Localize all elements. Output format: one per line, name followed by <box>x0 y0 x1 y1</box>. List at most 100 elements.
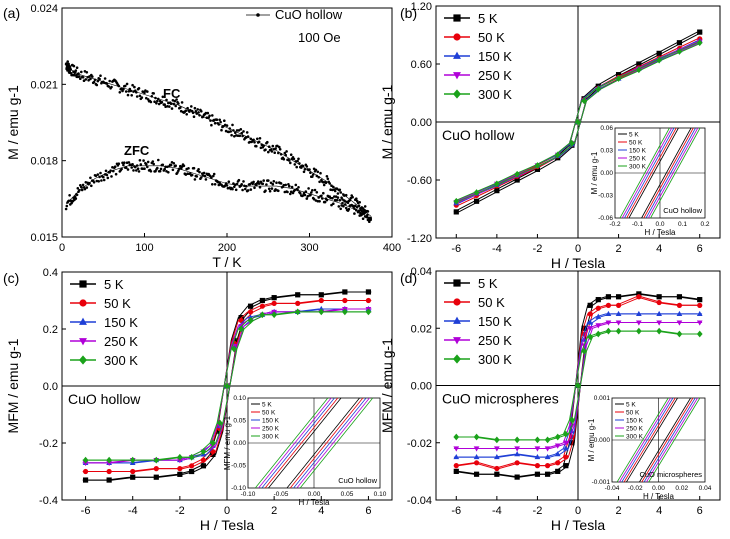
data-point <box>656 56 663 64</box>
data-point <box>180 101 184 104</box>
data-point <box>177 471 183 477</box>
inset-series-line <box>648 397 701 483</box>
data-point <box>165 98 168 102</box>
data-point <box>473 198 480 204</box>
data-point <box>89 77 92 81</box>
inset-y-axis-label: M / emu g-1 <box>587 418 596 461</box>
panel-d: -6 -4 -2 0 2 4 6-0.04-0.020.000.020.045 K50 K1… <box>379 266 721 533</box>
data-point <box>268 189 272 193</box>
legend-field: 100 Oe <box>298 30 341 45</box>
data-point <box>124 166 128 169</box>
data-point <box>258 137 262 140</box>
data-point <box>294 183 298 187</box>
inset-series-line <box>261 397 335 489</box>
legend-entry: 150 K <box>478 49 512 64</box>
legend-entry: 250 K <box>478 333 512 348</box>
data-point <box>198 170 201 174</box>
data-point <box>656 294 662 300</box>
data-point <box>179 106 182 109</box>
x-tick-label: 2 <box>271 505 277 517</box>
legend-entry: 250 K <box>478 68 512 83</box>
y-tick-label: 0.024 <box>30 3 58 15</box>
data-point <box>595 297 601 303</box>
data-point <box>295 165 299 169</box>
data-point <box>168 105 171 108</box>
data-point <box>615 75 622 82</box>
data-point <box>259 297 265 304</box>
x-tick-label: -6 <box>451 505 461 517</box>
inset-x-axis-label: H / Tesla <box>645 228 677 237</box>
x-tick-label: -4 <box>128 505 138 517</box>
data-point <box>359 213 363 217</box>
data-point <box>238 134 242 138</box>
inset-sample-label: CuO microspheres <box>639 470 702 479</box>
inset-plot: -0.10 -0.05 0.00 0.05 0.10 -0.10 -0.05 0.00 0.05… <box>223 395 387 507</box>
legend-entry: CuO hollow <box>275 7 343 22</box>
inset-legend-entry: 50 K <box>629 140 643 147</box>
data-point <box>118 91 122 94</box>
data-point <box>110 85 113 89</box>
data-point <box>293 163 297 166</box>
data-point <box>587 333 594 341</box>
inset-y-tick-label: 0.03 <box>600 148 613 155</box>
data-point <box>656 299 662 306</box>
series-line <box>65 165 372 220</box>
data-point <box>605 294 612 300</box>
data-point <box>197 111 200 114</box>
sample-label: CuO hollow <box>442 127 515 143</box>
inset-series-line <box>643 127 694 219</box>
data-point <box>554 451 561 457</box>
data-point <box>615 327 622 335</box>
data-point <box>676 48 683 55</box>
x-tick-label: -2 <box>533 243 543 255</box>
x-tick-label: 0 <box>59 242 65 254</box>
data-point <box>595 305 601 311</box>
data-point <box>253 141 256 144</box>
data-point <box>100 179 103 182</box>
inset-x-tick-label: -0.02 <box>628 485 643 492</box>
data-point <box>234 188 238 192</box>
data-point <box>161 163 165 167</box>
data-point <box>587 311 593 317</box>
x-tick-label: 400 <box>383 242 401 254</box>
legend-marker <box>453 89 461 99</box>
y-tick-label: 0.60 <box>411 59 432 71</box>
data-point <box>544 463 551 469</box>
data-point <box>365 289 372 295</box>
inset-legend-entry: 250 K <box>262 426 280 433</box>
data-point <box>262 179 266 182</box>
data-point <box>296 159 299 163</box>
data-point <box>237 129 241 132</box>
data-point <box>153 474 159 480</box>
data-point <box>562 440 569 446</box>
data-point <box>218 118 221 122</box>
data-point <box>123 161 126 164</box>
inset-x-tick-label: -0.10 <box>241 491 256 498</box>
data-point <box>177 102 180 105</box>
data-point <box>81 76 85 79</box>
data-point <box>80 70 83 74</box>
data-point <box>87 79 90 82</box>
inset-x-tick-label: 0.0 <box>655 221 664 228</box>
data-point <box>252 180 255 184</box>
data-point <box>138 159 142 162</box>
data-point <box>315 191 319 194</box>
data-point <box>318 292 324 298</box>
data-point <box>145 162 148 166</box>
inset-legend-entry: 300 K <box>626 434 644 441</box>
data-point <box>473 433 480 441</box>
data-point <box>200 110 203 113</box>
data-point <box>289 192 292 196</box>
legend-marker <box>453 354 461 364</box>
data-point <box>242 130 245 133</box>
data-point <box>696 330 703 338</box>
data-point <box>235 129 239 132</box>
data-point <box>126 93 130 97</box>
data-point <box>105 173 109 177</box>
data-point <box>615 302 622 308</box>
data-point <box>173 99 177 103</box>
data-point <box>230 133 233 137</box>
sample-label: CuO microspheres <box>442 391 559 407</box>
data-point <box>149 100 153 104</box>
x-tick-label: 4 <box>656 243 662 255</box>
